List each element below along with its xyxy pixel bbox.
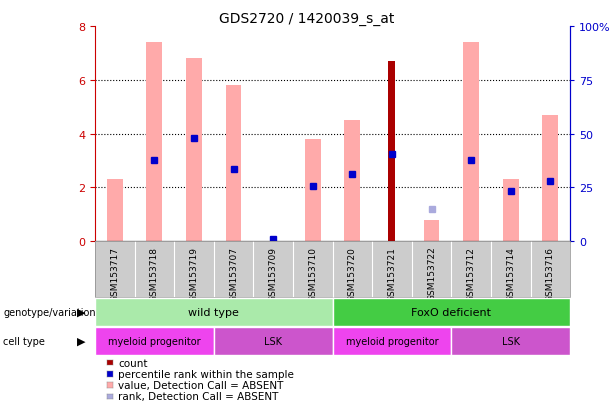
Text: FoxO deficient: FoxO deficient: [411, 307, 492, 317]
Bar: [424, 220, 440, 242]
Text: GSM153722: GSM153722: [427, 246, 436, 301]
Text: GSM153709: GSM153709: [268, 246, 278, 301]
Text: GSM153720: GSM153720: [348, 246, 357, 301]
Text: genotype/variation: genotype/variation: [3, 307, 96, 317]
Text: GSM153718: GSM153718: [150, 246, 159, 301]
Text: GSM153717: GSM153717: [110, 246, 120, 301]
Bar: [147, 43, 162, 242]
Text: cell type: cell type: [3, 336, 45, 346]
Text: GSM153719: GSM153719: [189, 246, 199, 301]
Text: myeloid progenitor: myeloid progenitor: [108, 336, 200, 346]
Text: GSM153721: GSM153721: [387, 246, 397, 301]
Text: GSM153712: GSM153712: [466, 246, 476, 301]
Bar: [226, 86, 242, 242]
Text: count: count: [118, 358, 148, 368]
Text: GSM153716: GSM153716: [546, 246, 555, 301]
Text: GSM153707: GSM153707: [229, 246, 238, 301]
Text: rank, Detection Call = ABSENT: rank, Detection Call = ABSENT: [118, 391, 279, 401]
Bar: [503, 180, 519, 242]
Text: myeloid progenitor: myeloid progenitor: [346, 336, 438, 346]
Text: GSM153710: GSM153710: [308, 246, 318, 301]
Bar: [345, 121, 360, 242]
Bar: [543, 115, 558, 242]
Text: GSM153714: GSM153714: [506, 246, 515, 301]
Bar: [107, 180, 123, 242]
Text: ▶: ▶: [77, 336, 86, 346]
Text: value, Detection Call = ABSENT: value, Detection Call = ABSENT: [118, 380, 284, 390]
Text: LSK: LSK: [264, 336, 282, 346]
Text: ▶: ▶: [77, 307, 86, 317]
Text: wild type: wild type: [188, 307, 239, 317]
Bar: [186, 59, 202, 242]
Bar: [463, 43, 479, 242]
Text: GDS2720 / 1420039_s_at: GDS2720 / 1420039_s_at: [219, 12, 394, 26]
Text: percentile rank within the sample: percentile rank within the sample: [118, 369, 294, 379]
Bar: [389, 62, 395, 242]
Bar: [305, 140, 321, 242]
Text: LSK: LSK: [501, 336, 520, 346]
